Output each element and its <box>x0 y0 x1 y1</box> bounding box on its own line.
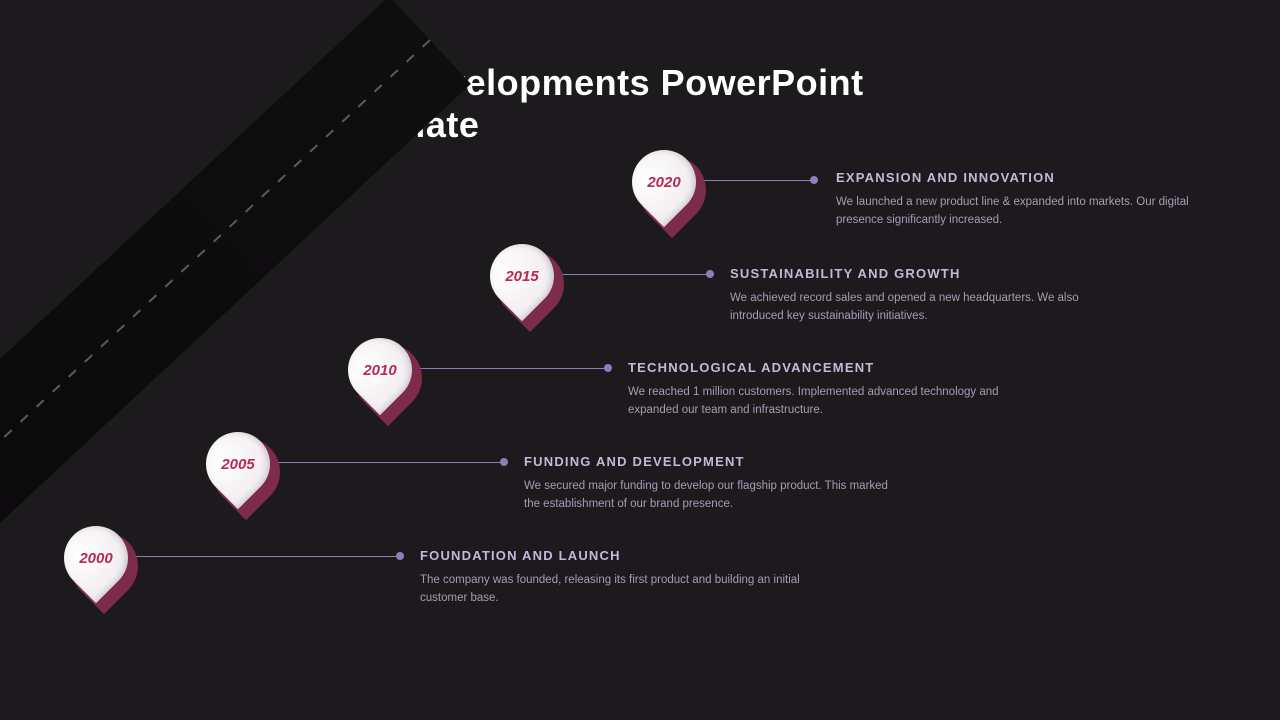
milestone-content: FOUNDATION AND LAUNCH The company was fou… <box>420 548 800 608</box>
marker-year: 2020 <box>632 150 696 214</box>
milestone-content: EXPANSION AND INNOVATION We launched a ne… <box>836 170 1216 230</box>
connector-line <box>274 462 504 463</box>
connector-dot <box>604 364 612 372</box>
connector-line <box>132 556 400 557</box>
milestone-heading: FUNDING AND DEVELOPMENT <box>524 454 904 469</box>
milestone-description: We achieved record sales and opened a ne… <box>730 289 1110 326</box>
marker-year: 2015 <box>490 244 554 308</box>
milestone-description: We reached 1 million customers. Implemen… <box>628 383 1008 420</box>
milestone-content: FUNDING AND DEVELOPMENT We secured major … <box>524 454 904 514</box>
milestone-description: We launched a new product line & expande… <box>836 193 1216 230</box>
milestone-content: TECHNOLOGICAL ADVANCEMENT We reached 1 mi… <box>628 360 1008 420</box>
connector-dot <box>810 176 818 184</box>
connector-line <box>416 368 608 369</box>
milestone-heading: FOUNDATION AND LAUNCH <box>420 548 800 563</box>
milestone-content: SUSTAINABILITY AND GROWTH We achieved rec… <box>730 266 1110 326</box>
marker-year: 2005 <box>206 432 270 496</box>
marker-year: 2000 <box>64 526 128 590</box>
milestone-heading: SUSTAINABILITY AND GROWTH <box>730 266 1110 281</box>
connector-dot <box>500 458 508 466</box>
milestone-description: We secured major funding to develop our … <box>524 477 904 514</box>
connector-dot <box>396 552 404 560</box>
milestone-heading: EXPANSION AND INNOVATION <box>836 170 1216 185</box>
marker-year: 2010 <box>348 338 412 402</box>
connector-line <box>700 180 814 181</box>
milestone-heading: TECHNOLOGICAL ADVANCEMENT <box>628 360 1008 375</box>
connector-line <box>558 274 710 275</box>
milestone-description: The company was founded, releasing its f… <box>420 571 800 608</box>
connector-dot <box>706 270 714 278</box>
